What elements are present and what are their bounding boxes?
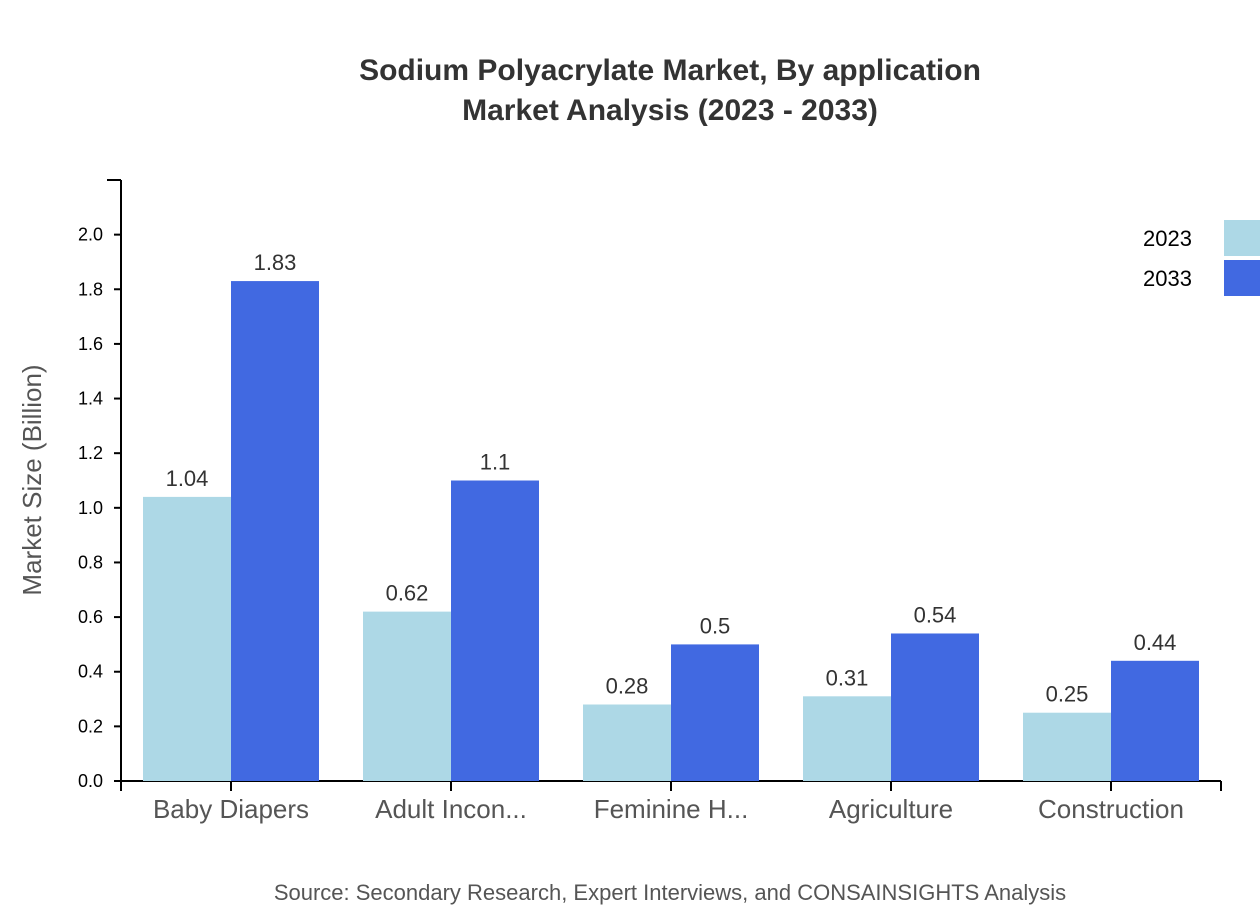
data-label: 0.44 (1134, 630, 1177, 655)
y-tick-label: 0.4 (78, 662, 103, 682)
data-label: 0.5 (700, 613, 731, 638)
bar (671, 644, 759, 781)
y-tick-label: 1.6 (78, 334, 103, 354)
y-axis: 0.0 0.2 0.4 0.6 0.8 1.0 1.2 1.4 1.6 1.8 2.0 (78, 179, 122, 791)
bar (583, 704, 671, 781)
bar (1023, 712, 1111, 781)
legend: 2023 2033 (1143, 220, 1260, 296)
y-tick-label: 0.6 (78, 607, 103, 627)
y-axis-label: Market Size (Billion) (17, 364, 47, 595)
x-tick-label: Feminine H... (594, 794, 749, 824)
y-tick-label: 0.2 (78, 716, 103, 736)
y-tick-label: 1.8 (78, 279, 103, 299)
data-label: 0.25 (1046, 682, 1089, 707)
data-label: 0.62 (386, 581, 429, 606)
bar (1111, 660, 1199, 781)
x-tick-label: Baby Diapers (153, 794, 309, 824)
chart-title: Sodium Polyacrylate Market, By applicati… (359, 54, 981, 87)
x-tick-label: Agriculture (829, 794, 953, 824)
x-axis: Baby Diapers Adult Incon... Feminine H... A… (120, 780, 1222, 824)
bars: 1.04 1.83 0.62 1.1 0.28 0.5 0.31 0.54 0.25 0.44 (143, 250, 1199, 781)
source-note: Source: Secondary Research, Expert Inter… (274, 880, 1066, 905)
data-label: 0.31 (826, 665, 869, 690)
data-label: 0.28 (606, 674, 649, 699)
y-tick-label: 1.0 (78, 498, 103, 518)
chart-subtitle: Market Analysis (2023 - 2033) (462, 94, 878, 127)
x-tick-label: Adult Incon... (375, 794, 527, 824)
legend-label: 2033 (1143, 266, 1192, 291)
data-label: 1.83 (254, 250, 297, 275)
y-tick-label: 0.0 (78, 771, 103, 791)
bar (451, 480, 539, 781)
bar (143, 496, 231, 781)
x-tick-label: Construction (1038, 794, 1184, 824)
y-tick-label: 1.2 (78, 443, 103, 463)
bar (891, 633, 979, 781)
legend-label: 2023 (1143, 226, 1192, 251)
legend-swatch (1224, 260, 1260, 296)
y-tick-label: 2.0 (78, 225, 103, 245)
y-tick-label: 0.8 (78, 552, 103, 572)
legend-swatch (1224, 220, 1260, 256)
bar (803, 696, 891, 781)
bar (363, 611, 451, 781)
bar (231, 281, 319, 781)
data-label: 0.54 (914, 602, 957, 627)
data-label: 1.1 (480, 450, 511, 475)
y-tick-label: 1.4 (78, 389, 103, 409)
data-label: 1.04 (166, 466, 209, 491)
